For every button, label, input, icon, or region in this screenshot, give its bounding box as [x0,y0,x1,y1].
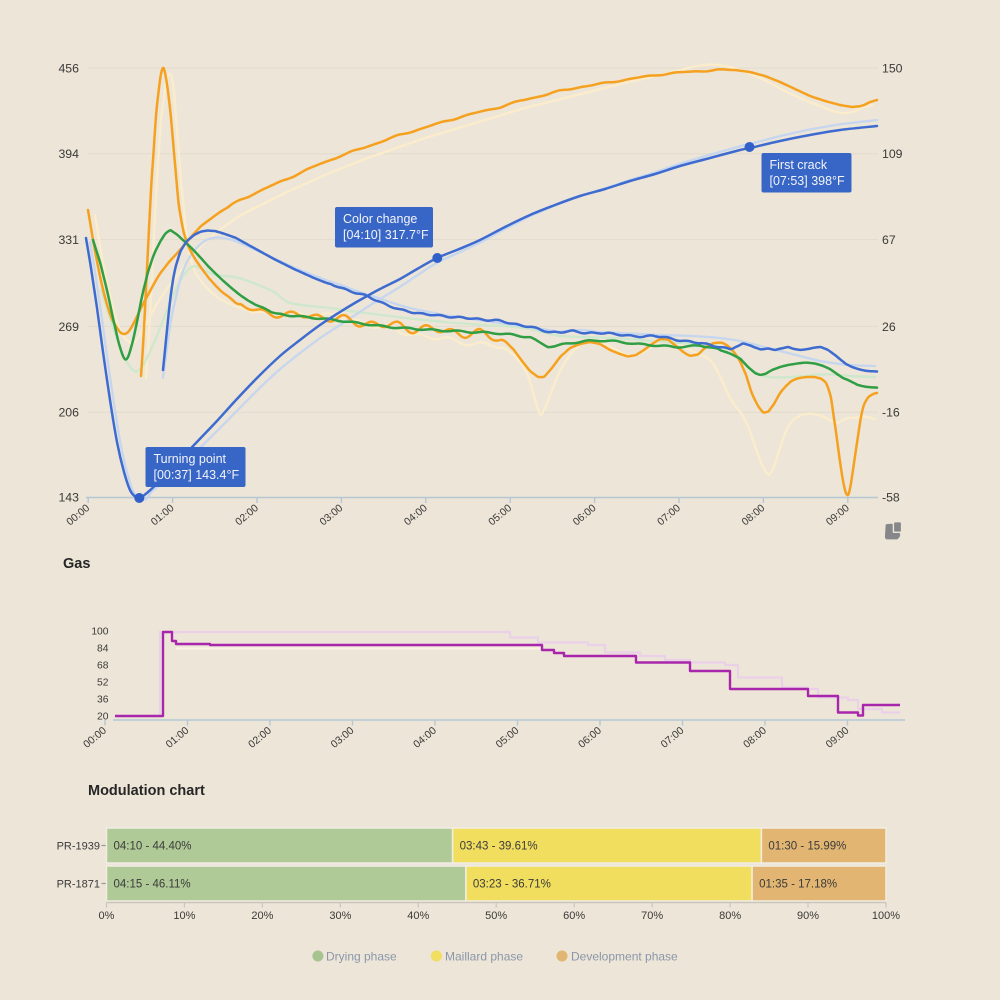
svg-text:Color change: Color change [343,212,417,226]
svg-text:Modulation chart: Modulation chart [88,783,205,799]
svg-text:84: 84 [97,644,109,655]
svg-text:03:23 - 36.71%: 03:23 - 36.71% [473,879,551,891]
svg-text:Development phase: Development phase [571,949,678,963]
svg-text:Maillard phase: Maillard phase [445,949,523,963]
svg-text:20%: 20% [251,910,273,922]
svg-text:331: 331 [58,233,79,247]
svg-text:Turning point: Turning point [154,452,227,466]
svg-text:08:00: 08:00 [739,502,767,528]
svg-text:394: 394 [58,147,79,161]
svg-text:09:00: 09:00 [824,725,852,751]
svg-text:07:00: 07:00 [655,502,683,528]
svg-text:03:43 - 39.61%: 03:43 - 39.61% [460,841,538,853]
svg-text:[04:10] 317.7°F: [04:10] 317.7°F [343,228,429,242]
svg-text:03:00: 03:00 [317,502,345,528]
svg-text:First crack: First crack [770,158,828,172]
svg-text:-16: -16 [882,406,900,420]
svg-text:109: 109 [882,147,903,161]
svg-text:90%: 90% [797,910,819,922]
svg-text:143: 143 [58,490,79,504]
svg-text:PR-1939: PR-1939 [57,840,100,852]
svg-text:-58: -58 [882,490,900,504]
svg-text:01:35 - 17.18%: 01:35 - 17.18% [759,879,837,891]
svg-text:Gas: Gas [63,556,90,572]
svg-text:02:00: 02:00 [233,502,261,528]
svg-text:PR-1871: PR-1871 [57,878,100,890]
svg-text:52: 52 [97,678,109,689]
svg-text:269: 269 [58,320,79,334]
svg-text:01:00: 01:00 [149,502,177,528]
svg-text:67: 67 [882,233,896,247]
svg-text:150: 150 [882,61,903,75]
svg-text:02:00: 02:00 [246,725,274,751]
svg-text:04:15 - 46.11%: 04:15 - 46.11% [114,879,191,891]
svg-text:70%: 70% [641,910,663,922]
svg-text:05:00: 05:00 [494,725,522,751]
svg-text:01:00: 01:00 [164,725,192,751]
svg-text:80%: 80% [719,910,741,922]
svg-text:00:00: 00:00 [64,502,92,528]
svg-text:00:00: 00:00 [81,725,109,751]
svg-text:100: 100 [91,627,108,638]
svg-text:60%: 60% [563,910,585,922]
svg-text:09:00: 09:00 [824,502,852,528]
svg-text:10%: 10% [173,910,195,922]
svg-text:[07:53] 398°F: [07:53] 398°F [770,174,846,188]
svg-text:04:00: 04:00 [402,502,430,528]
svg-text:0%: 0% [99,910,115,922]
svg-text:Drying phase: Drying phase [326,949,397,963]
svg-text:20: 20 [97,712,109,723]
svg-text:456: 456 [58,61,79,75]
svg-text:01:30 - 15.99%: 01:30 - 15.99% [768,841,846,853]
svg-text:06:00: 06:00 [576,725,604,751]
svg-text:08:00: 08:00 [741,725,769,751]
svg-text:30%: 30% [329,910,351,922]
svg-text:50%: 50% [485,910,507,922]
svg-text:06:00: 06:00 [571,502,599,528]
svg-text:100%: 100% [872,910,900,922]
svg-text:40%: 40% [407,910,429,922]
svg-text:[00:37] 143.4°F: [00:37] 143.4°F [154,468,240,482]
svg-text:36: 36 [97,695,109,706]
svg-text:04:00: 04:00 [411,725,439,751]
svg-text:07:00: 07:00 [659,725,687,751]
svg-text:206: 206 [58,406,79,420]
svg-text:04:10 - 44.40%: 04:10 - 44.40% [114,841,192,853]
svg-text:03:00: 03:00 [329,725,357,751]
svg-text:68: 68 [97,661,109,672]
svg-text:05:00: 05:00 [486,502,514,528]
svg-text:26: 26 [882,320,896,334]
